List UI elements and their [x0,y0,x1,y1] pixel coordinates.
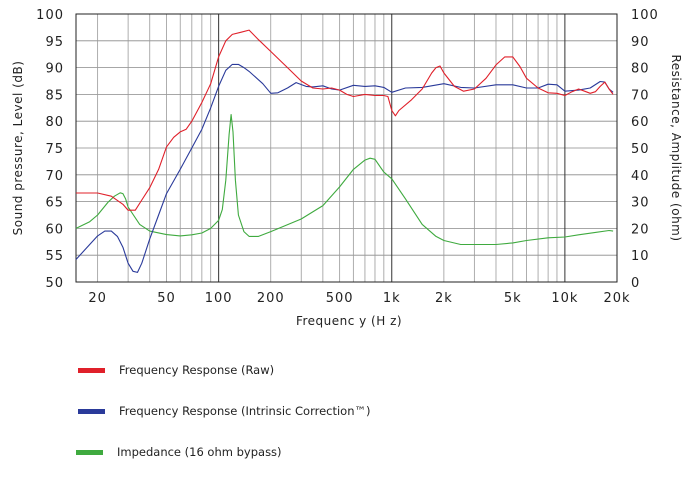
right-tick-label: 20 [631,222,650,237]
plot-frame [75,13,618,283]
right-axis-ticks: 0 10 20 30 40 50 60 70 80 90 100 [631,8,659,291]
legend-label-corrected: Frequency Response (Intrinsic Correction… [119,404,371,418]
right-tick-label: 90 [631,35,650,50]
left-y-axis-label: Sound pressure, Level (dB) [11,61,25,236]
left-tick-label: 55 [45,249,64,264]
grid [76,13,617,283]
x-tick-label: 2k [435,291,453,306]
series-line-1 [75,63,614,273]
x-axis-ticks: 20 50 100 200 500 1k 2k 5k 10k 20k [88,291,630,306]
x-axis-label: Frequenc y (H z) [296,314,402,328]
right-tick-label: 40 [631,169,650,184]
x-tick-label: 5k [504,291,522,306]
curves [75,29,614,273]
left-tick-label: 60 [45,222,64,237]
right-tick-label: 10 [631,249,650,264]
right-tick-label: 80 [631,62,650,77]
left-tick-label: 80 [45,115,64,130]
right-tick-label: 100 [631,8,659,23]
series-line-2 [75,113,614,246]
x-tick-label: 1k [383,291,401,306]
right-tick-label: 70 [631,88,650,103]
left-axis-ticks: 50 55 60 65 70 75 80 85 90 95 100 [36,8,64,291]
legend-swatch-corrected [78,408,105,414]
legend-item-raw: Frequency Response (Raw) [78,360,370,380]
frequency-response-chart: 50 55 60 65 70 75 80 85 90 95 100 0 10 20 30 40 50 60 70 8… [11,8,683,328]
left-tick-label: 85 [45,88,64,103]
series-line-0 [76,29,614,211]
left-tick-label: 75 [45,142,64,157]
legend-item-impedance: Impedance (16 ohm bypass) [76,442,370,462]
right-tick-label: 30 [631,196,650,211]
left-tick-label: 70 [45,169,64,184]
right-tick-label: 0 [631,276,640,291]
x-tick-label: 100 [205,291,233,306]
legend-label-impedance: Impedance (16 ohm bypass) [117,445,282,459]
x-tick-label: 500 [326,291,354,306]
left-tick-label: 100 [36,8,64,23]
legend-item-corrected: Frequency Response (Intrinsic Correction… [78,401,370,421]
x-tick-label: 20k [603,291,630,306]
right-y-axis-label: Resistance, Amplitude (ohm) [669,54,683,241]
x-tick-label: 20 [88,291,107,306]
left-tick-label: 90 [45,62,64,77]
legend-swatch-raw [78,367,105,373]
left-tick-label: 65 [45,196,64,211]
legend-swatch-impedance [76,449,103,455]
x-tick-label: 200 [257,291,285,306]
legend: Frequency Response (Raw) Frequency Respo… [76,360,370,483]
left-tick-label: 50 [45,276,64,291]
x-tick-label: 50 [157,291,176,306]
right-tick-label: 50 [631,142,650,157]
x-tick-label: 10k [551,291,578,306]
legend-label-raw: Frequency Response (Raw) [119,363,275,377]
right-tick-label: 60 [631,115,650,130]
left-tick-label: 95 [45,35,64,50]
